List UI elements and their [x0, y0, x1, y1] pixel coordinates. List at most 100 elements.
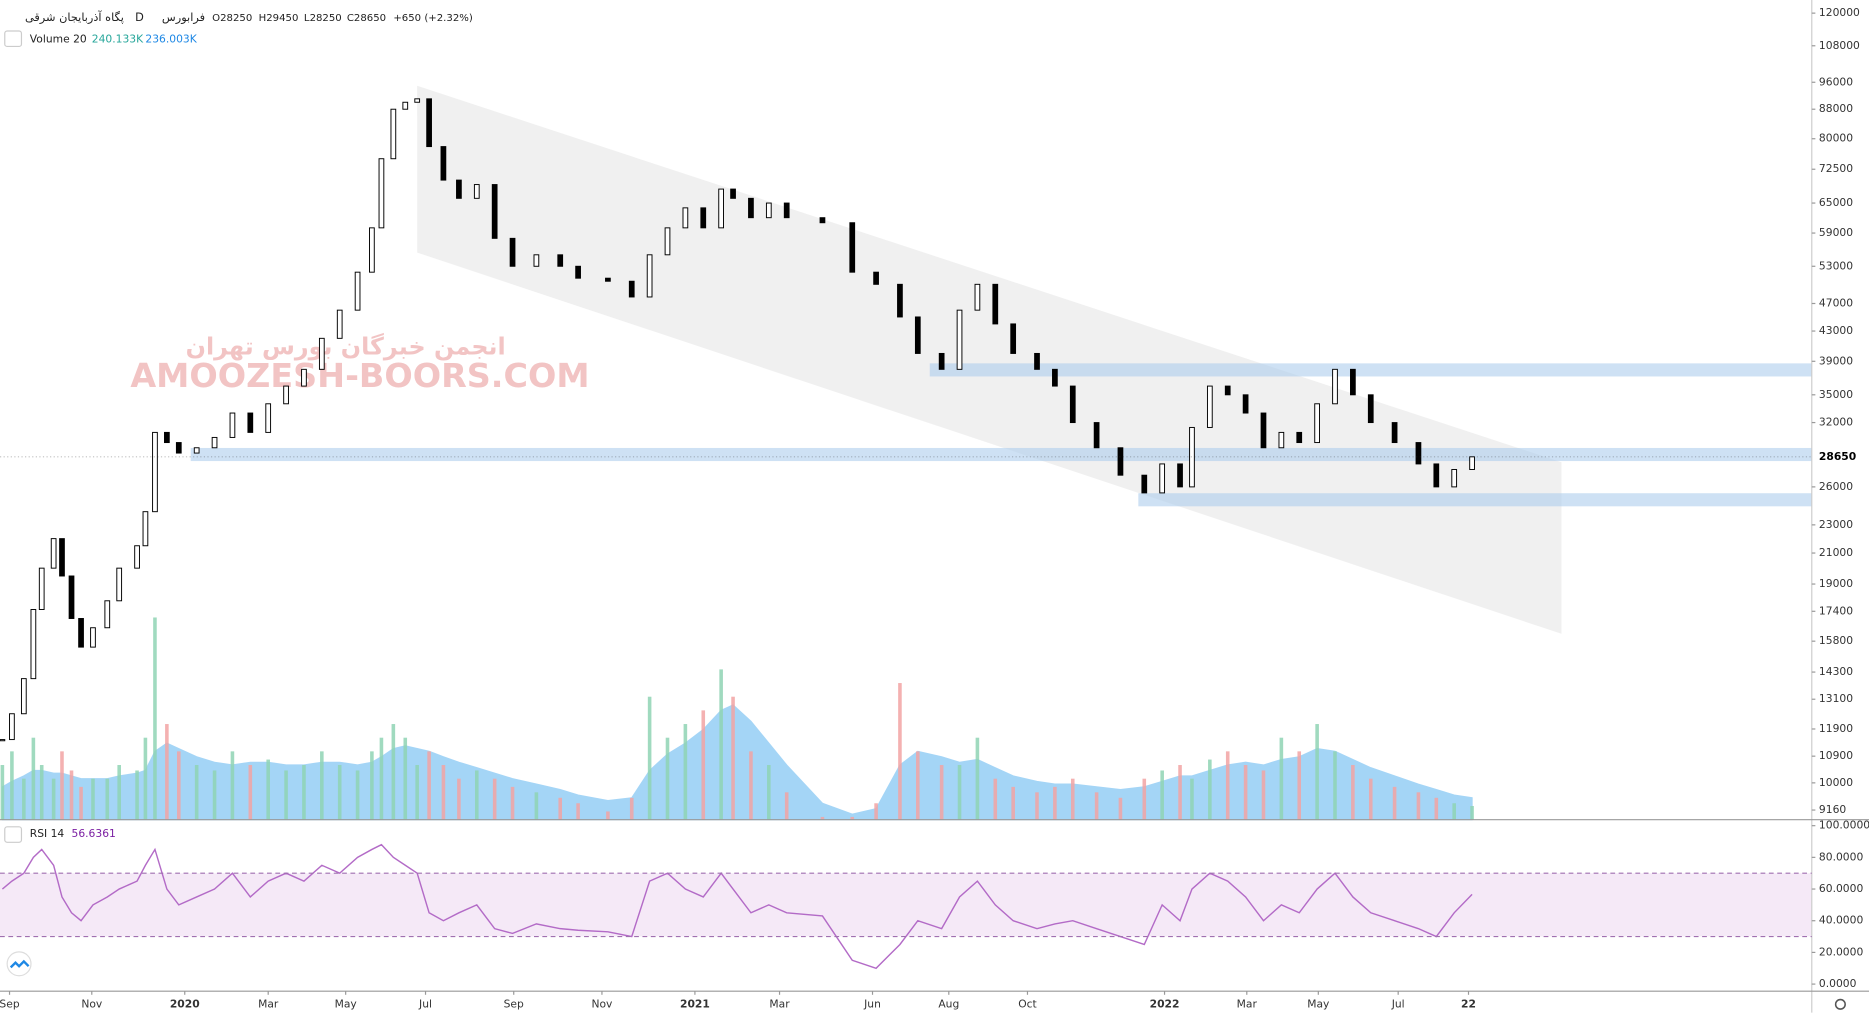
volume-bar [1392, 786, 1397, 820]
volume-bar [1053, 786, 1057, 820]
candle [1469, 456, 1475, 470]
zone [929, 363, 1812, 377]
candle [301, 368, 307, 387]
volume-bar [212, 770, 217, 820]
volume-bar [284, 770, 288, 820]
candle [318, 337, 325, 370]
y-tick-label: 26000 [1819, 480, 1853, 493]
rsi-line [1, 843, 1473, 970]
candle [783, 202, 790, 219]
y-tick-label: 21000 [1819, 546, 1853, 559]
candle [193, 447, 200, 454]
x-tick-label: 22 [1461, 997, 1476, 1010]
candle [1177, 463, 1183, 488]
y-tick-label: 11900 [1819, 722, 1853, 735]
volume-bar [427, 751, 431, 820]
x-tick-label: Sep [504, 997, 524, 1010]
candle [664, 227, 671, 256]
volume-bar [1160, 770, 1164, 820]
volume-bar [993, 778, 998, 820]
zone [1138, 493, 1812, 507]
candle [1367, 394, 1374, 424]
y-tick-label: 10000 [1819, 776, 1853, 789]
volume-bar [379, 737, 384, 820]
candle [68, 575, 75, 619]
candle [765, 202, 772, 219]
volume-bar [1470, 805, 1474, 820]
candle [134, 545, 140, 569]
candle [1069, 385, 1076, 424]
volume-bar [1118, 797, 1123, 820]
volume-bar [916, 751, 920, 820]
marks [0, 98, 1475, 970]
volume-bar [1094, 792, 1099, 820]
candle [992, 283, 999, 325]
volume-bar [629, 797, 634, 820]
y-tick-label: 9160 [1819, 803, 1846, 816]
candle [1296, 431, 1303, 444]
candle [175, 442, 182, 454]
candle [1034, 352, 1040, 370]
x-tick-label: Jun [863, 997, 881, 1010]
candle [1159, 463, 1166, 494]
volume-bar [194, 765, 199, 820]
candle [456, 179, 462, 199]
zone [190, 447, 1812, 462]
rsi-tick-label: 40.0000 [1819, 914, 1864, 927]
candle [682, 207, 689, 229]
x-tick-label: Mar [769, 997, 790, 1010]
volume-bar [534, 792, 539, 820]
candle [50, 538, 57, 569]
candle [730, 188, 736, 199]
candle [718, 188, 724, 229]
last-price-label: 28650 [1819, 450, 1856, 463]
candle [1391, 422, 1398, 444]
collapse-button[interactable] [4, 30, 23, 48]
candle [30, 609, 37, 680]
y-tick-label: 13100 [1819, 692, 1853, 705]
y-tick-label: 59000 [1819, 226, 1853, 239]
volume-bar [1434, 797, 1439, 820]
candle [1278, 431, 1285, 449]
rsi-label: RSI 14 [30, 827, 65, 840]
ohlc: H29450 [259, 13, 299, 24]
candle [78, 618, 84, 648]
volume-bar [1070, 778, 1075, 820]
volume-bar [457, 778, 461, 820]
volume-bar [39, 765, 44, 820]
volume-bar [874, 803, 878, 820]
x-tick-label: Oct [1018, 997, 1037, 1010]
volume-bar [683, 724, 688, 820]
candle [1010, 323, 1017, 354]
volume-ma-value: 236.003K [145, 32, 197, 45]
settings-button[interactable] [1834, 998, 1846, 1010]
candle [974, 283, 981, 311]
collapse-button[interactable] [4, 826, 23, 843]
x-tick-label: Nov [591, 997, 613, 1010]
volume-bar [177, 751, 181, 820]
y-tick-label: 39000 [1819, 354, 1853, 367]
candle [104, 600, 111, 629]
candle [491, 184, 498, 239]
volume-bar [415, 765, 419, 820]
candle [1189, 426, 1195, 488]
candle [605, 277, 611, 282]
volume-bar [31, 737, 36, 820]
candle [378, 158, 385, 229]
volume-bar [302, 765, 306, 820]
candle [897, 283, 903, 318]
rsi-tick-label: 80.0000 [1819, 850, 1864, 863]
candle [1242, 394, 1249, 414]
candle [390, 108, 397, 160]
x-tick-label: Aug [938, 997, 959, 1010]
x-tick-label: Nov [81, 997, 103, 1010]
volume-bar [60, 751, 64, 820]
volume-bar [266, 759, 270, 820]
volume-bar [117, 765, 121, 820]
candle [1314, 403, 1320, 444]
rsi-band [0, 873, 1812, 937]
volume-bar [719, 669, 723, 820]
logo-button[interactable] [6, 951, 32, 977]
